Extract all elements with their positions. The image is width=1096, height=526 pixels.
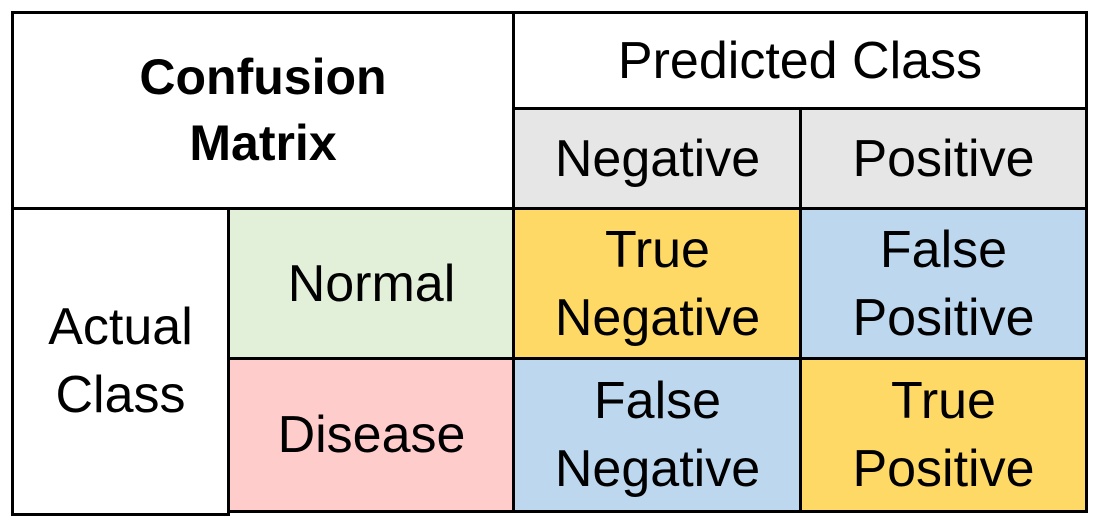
predicted-class-header: Predicted Class — [514, 12, 1086, 109]
matrix-title: Confusion Matrix — [12, 12, 514, 208]
actual-disease-label: Disease — [277, 406, 466, 464]
true-negative-line1: True — [604, 220, 710, 279]
predicted-positive-label: Positive — [852, 129, 1035, 188]
border-top-left — [11, 11, 516, 14]
border-bottom-left — [11, 513, 229, 516]
border-bottom-right — [228, 510, 1088, 513]
false-positive-line1: False — [879, 220, 1008, 279]
true-positive-line2: Positive — [852, 440, 1035, 498]
divider-row-horizontal — [227, 357, 1088, 360]
actual-class-line1: Actual — [48, 298, 193, 356]
true-negative-line2: Negative — [554, 288, 761, 347]
actual-normal-header: Normal — [229, 208, 514, 359]
border-left-lower — [11, 207, 14, 516]
false-negative-cell: False Negative — [514, 359, 801, 511]
divider-header-vertical — [512, 11, 515, 513]
false-negative-line2: Negative — [554, 440, 761, 498]
divider-middle-horizontal — [11, 207, 1088, 210]
predicted-class-label: Predicted Class — [617, 31, 983, 90]
actual-disease-header: Disease — [229, 359, 514, 511]
border-top-right — [513, 11, 1088, 14]
true-positive-cell: True Positive — [801, 359, 1086, 511]
actual-class-header: Actual Class — [12, 208, 229, 514]
actual-normal-label: Normal — [287, 254, 456, 313]
false-positive-cell: False Positive — [801, 208, 1086, 359]
matrix-title-line2: Matrix — [189, 115, 337, 171]
divider-predicted-vertical — [799, 107, 802, 513]
false-negative-line1: False — [593, 372, 722, 430]
predicted-negative-label: Negative — [554, 129, 761, 188]
divider-actual-vertical — [227, 207, 230, 516]
true-negative-cell: True Negative — [514, 208, 801, 359]
false-positive-line2: Positive — [852, 288, 1035, 347]
predicted-positive-header: Positive — [801, 109, 1086, 208]
true-positive-line1: True — [890, 372, 996, 430]
predicted-negative-header: Negative — [514, 109, 801, 208]
matrix-title-line1: Confusion — [139, 49, 387, 105]
border-left-upper — [11, 11, 14, 210]
actual-class-line2: Class — [55, 366, 186, 424]
border-right — [1085, 11, 1088, 513]
